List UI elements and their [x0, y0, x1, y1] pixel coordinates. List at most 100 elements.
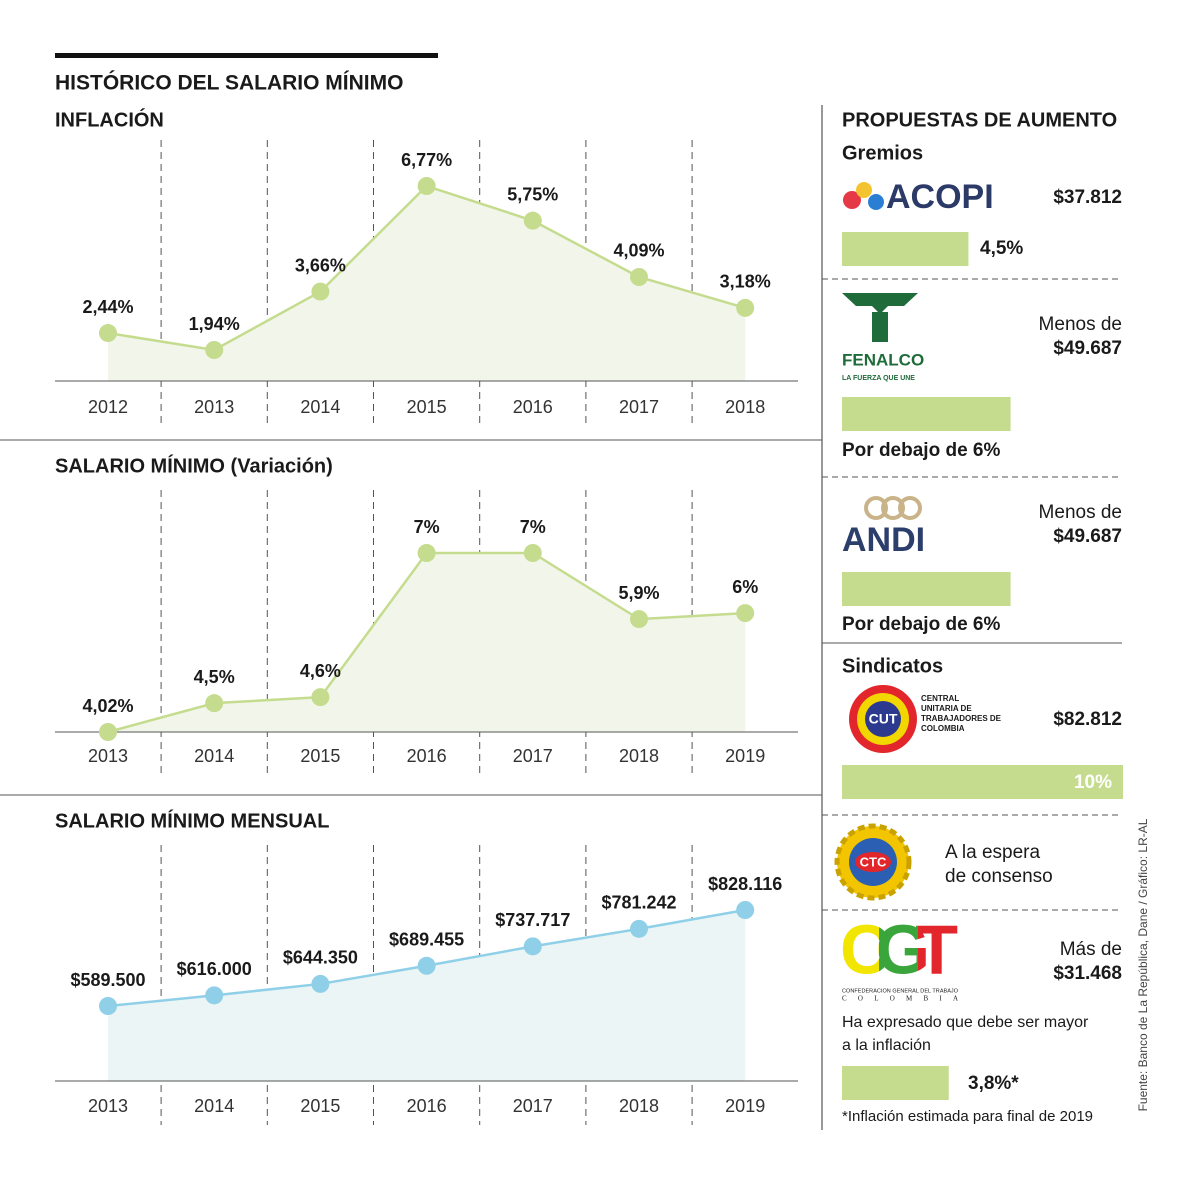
- area: [108, 910, 746, 1081]
- value-label: 3,18%: [720, 272, 771, 292]
- proposal-bar: [842, 397, 1011, 431]
- logo-shape: [864, 496, 888, 520]
- note: de consenso: [945, 866, 1053, 887]
- proposal-bar: [842, 1066, 949, 1100]
- point: [523, 937, 542, 956]
- chart-title: SALARIO MÍNIMO (Variación): [55, 454, 333, 477]
- x-tick-label: 2014: [194, 1096, 234, 1116]
- proposals-title: PROPUESTAS DE AUMENTO: [842, 109, 1117, 131]
- logo-text: ACOPI: [886, 178, 994, 216]
- value-label: 5,9%: [618, 583, 659, 603]
- x-tick-label: 2017: [513, 1096, 553, 1116]
- point: [630, 919, 648, 938]
- value-label: $589.500: [70, 970, 145, 990]
- amount: $49.687: [1053, 338, 1122, 359]
- amount: $49.687: [1053, 526, 1122, 547]
- proposals: PROPUESTAS DE AUMENTO Gremios ACOPI $37.…: [822, 109, 1123, 1125]
- prefix: Más de: [1060, 939, 1122, 960]
- header-rule: [55, 53, 438, 58]
- source: Fuente: Banco de La República, Dane / Gr…: [1136, 818, 1150, 1111]
- value-label: $828.116: [708, 874, 782, 894]
- area: [108, 186, 746, 381]
- amount: $31.468: [1053, 963, 1122, 984]
- logo-text: CGT: [840, 910, 958, 988]
- x-tick-label: 2019: [725, 746, 765, 766]
- x-tick-label: 2013: [88, 1096, 128, 1116]
- logo-line: TRABAJADORES DE: [921, 714, 1002, 723]
- x-tick-label: 2015: [300, 746, 340, 766]
- x-tick-label: 2015: [407, 397, 447, 417]
- x-tick-label: 2012: [88, 397, 128, 417]
- point: [311, 974, 330, 993]
- x-tick-label: 2018: [725, 397, 765, 417]
- logo-shape: [872, 312, 888, 342]
- point: [630, 610, 648, 629]
- bar-label: Por debajo de 6%: [842, 614, 1000, 635]
- note: Ha expresado que debe ser mayor: [842, 1014, 1089, 1031]
- point: [417, 956, 436, 975]
- value-label: 5,75%: [507, 184, 558, 204]
- logo-shape: [843, 191, 861, 209]
- cut-logo: CUT CENTRAL UNITARIA DE TRABAJADORES DE …: [849, 685, 1002, 753]
- fenalco-logo: FENALCO LA FUERZA QUE UNE: [842, 293, 924, 382]
- point: [311, 282, 330, 301]
- logo-shape: [856, 182, 872, 198]
- point: [523, 211, 542, 230]
- value-label: $781.242: [601, 893, 676, 913]
- acopi-logo: ACOPI: [843, 178, 994, 216]
- logo-text: ANDI: [842, 521, 925, 559]
- area: [108, 553, 746, 732]
- point: [99, 723, 117, 741]
- point: [736, 604, 755, 623]
- point: [417, 544, 436, 562]
- bar-label: 10%: [1074, 772, 1112, 793]
- value-label: 6%: [732, 577, 758, 597]
- x-tick-label: 2018: [619, 1096, 659, 1116]
- value-label: 7%: [414, 517, 440, 537]
- x-tick-label: 2014: [300, 397, 340, 417]
- point: [523, 544, 542, 562]
- point: [736, 298, 755, 317]
- point: [417, 177, 436, 195]
- logo-shape: [865, 701, 901, 737]
- value-label: $689.455: [389, 930, 464, 950]
- x-tick-label: 2016: [407, 1096, 447, 1116]
- x-tick-label: 2013: [194, 397, 234, 417]
- value-label: 3,66%: [295, 255, 346, 275]
- logo-subtitle: CONFEDERACION GENERAL DEL TRABAJO: [842, 988, 959, 994]
- point: [205, 986, 224, 1005]
- logo-shape: [855, 852, 891, 872]
- footnote: *Inflación estimada para final de 2019: [842, 1108, 1093, 1125]
- point: [311, 688, 330, 707]
- value-label: 4,09%: [613, 241, 664, 261]
- logo-line: UNITARIA DE: [921, 704, 972, 713]
- proposal-bar: [842, 765, 1123, 799]
- value-label: 4,02%: [82, 696, 133, 716]
- group-name: Sindicatos: [842, 655, 943, 677]
- value-label: 2,44%: [82, 297, 133, 317]
- bar-label: 3,8%*: [968, 1073, 1019, 1094]
- andi-logo: ANDI: [842, 496, 925, 559]
- value-label: 4,6%: [300, 661, 341, 681]
- x-tick-label: 2017: [513, 746, 553, 766]
- note: A la espera: [945, 842, 1040, 863]
- value-label: $737.717: [495, 910, 570, 930]
- prefix: Menos de: [1039, 502, 1122, 523]
- chart-title: SALARIO MÍNIMO MENSUAL: [55, 809, 329, 832]
- logo-text: CTC: [860, 854, 887, 869]
- logo-country: COLOMBIA: [842, 995, 958, 1003]
- value-label: 6,77%: [401, 150, 452, 170]
- x-tick-label: 2018: [619, 746, 659, 766]
- point: [205, 341, 224, 359]
- point: [630, 267, 648, 286]
- value-label: 7%: [520, 517, 546, 537]
- logo-shape: [842, 293, 918, 314]
- ctc-logo: CTC: [834, 823, 912, 901]
- value-label: $616.000: [177, 959, 252, 979]
- group-name: Gremios: [842, 142, 923, 164]
- value-label: 1,94%: [189, 314, 240, 334]
- logo-shape: [868, 194, 884, 210]
- x-tick-label: 2016: [407, 746, 447, 766]
- main-title: HISTÓRICO DEL SALARIO MÍNIMO: [55, 71, 403, 95]
